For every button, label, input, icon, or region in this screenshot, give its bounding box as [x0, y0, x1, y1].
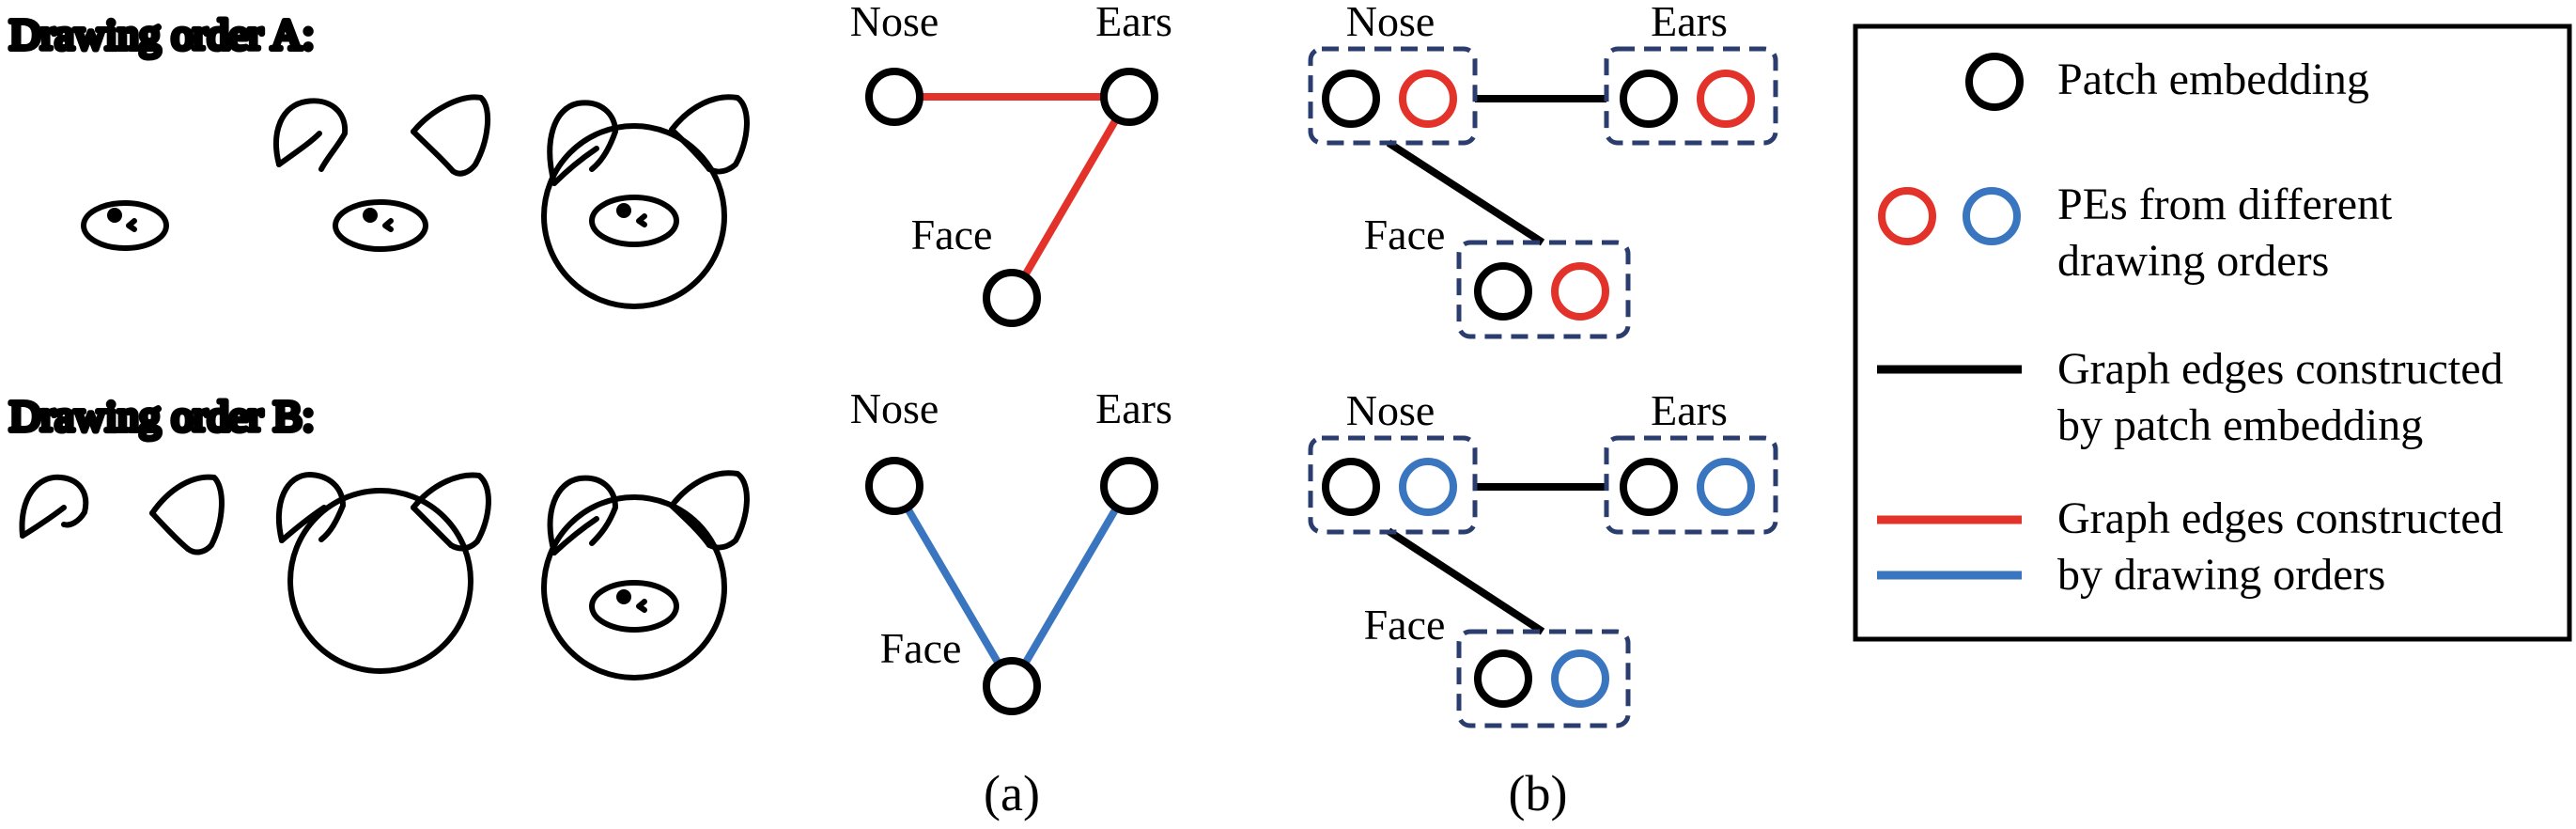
patch-node-nose: [1322, 458, 1380, 516]
caption-b: (b): [1509, 765, 1568, 821]
legend-graph-pe-line1: Graph edges constructed: [2057, 344, 2504, 394]
node-label-nose: Nose: [850, 0, 939, 45]
edge-nose-face-black: [1386, 527, 1545, 635]
node-ears: [1100, 457, 1158, 515]
face-node-group-box: [1456, 629, 1631, 728]
legend-graph-do-line1: Graph edges constructed: [2057, 493, 2504, 543]
legend-pe-blue-icon: [1963, 187, 2021, 245]
nose-node-group-box: [1308, 435, 1478, 535]
sketch-a-step1-nose: [81, 200, 169, 251]
patch-node-ears: [1620, 458, 1678, 516]
patch-node-ears: [1620, 70, 1678, 128]
panel-b-bottom-graph: Nose Ears Face: [1308, 386, 1778, 728]
node-label-face: Face: [1364, 601, 1446, 649]
ears-node-group-box: [1604, 435, 1778, 535]
face-node-group-box: [1456, 240, 1631, 339]
node-face: [983, 269, 1041, 327]
node-label-ears: Ears: [1651, 386, 1728, 434]
edge-nose-face-black: [1386, 139, 1545, 246]
node-ears: [1100, 68, 1158, 126]
legend: Patch embedding PEs from different drawi…: [1853, 23, 2572, 642]
legend-graph-do-line2: by drawing orders: [2057, 550, 2385, 600]
ears-node-group-box: [1604, 46, 1778, 146]
patch-node-face: [1474, 649, 1532, 708]
node-label-nose: Nose: [1346, 0, 1435, 45]
sketch-a-step3-face: [541, 94, 750, 309]
node-label-nose: Nose: [1346, 386, 1435, 434]
node-label-nose: Nose: [850, 384, 939, 432]
pe-node-nose-red: [1399, 70, 1457, 128]
node-nose: [865, 68, 923, 126]
node-label-face: Face: [911, 211, 993, 258]
edge-nose-face-blue: [891, 483, 1016, 689]
node-nose: [865, 457, 923, 515]
sketch-b-step2-face: [275, 472, 491, 674]
panel-a-top-graph: Nose Ears Face: [850, 0, 1172, 327]
sketch-a-step2-ears: [273, 94, 491, 252]
sketch-b-step3-nose: [541, 470, 750, 680]
patch-node-face: [1474, 262, 1532, 321]
legend-pe-red-icon: [1878, 187, 1936, 245]
sketch-b-step1-ears: [19, 474, 225, 555]
panel-a-bottom-graph: Nose Ears Face: [850, 384, 1172, 715]
caption-a: (a): [984, 765, 1040, 821]
legend-pes-line1: PEs from different: [2057, 180, 2393, 229]
node-label-ears: Ears: [1095, 384, 1172, 432]
pe-node-face-red: [1551, 262, 1609, 321]
node-face: [983, 657, 1041, 715]
legend-frame: [1853, 23, 2572, 642]
node-label-ears: Ears: [1095, 0, 1172, 45]
drawing-order-a-label: Drawing order A:: [9, 10, 314, 58]
nose-node-group-box: [1308, 46, 1478, 146]
node-label-face: Face: [1364, 211, 1446, 258]
sketch-row-a: Drawing order A:: [7, 8, 750, 309]
pe-node-ears-blue: [1697, 458, 1755, 516]
pe-node-ears-red: [1697, 70, 1755, 128]
drawing-order-b-label: Drawing order B:: [9, 392, 314, 440]
legend-patch-embedding-icon: [1965, 53, 2024, 111]
pe-node-face-blue: [1551, 649, 1609, 708]
patch-node-nose: [1322, 70, 1380, 128]
legend-graph-pe-line2: by patch embedding: [2057, 400, 2423, 450]
node-label-ears: Ears: [1651, 0, 1728, 45]
legend-patch-embedding-label: Patch embedding: [2057, 55, 2369, 104]
node-label-face: Face: [880, 624, 962, 672]
edge-ears-face-red: [1008, 94, 1133, 301]
edge-ears-face-blue: [1008, 483, 1133, 689]
legend-pes-line2: drawing orders: [2057, 236, 2329, 286]
panel-b-top-graph: Nose Ears Face: [1308, 0, 1778, 339]
sketch-row-b: Drawing order B:: [7, 389, 750, 680]
pe-node-nose-blue: [1399, 458, 1457, 516]
